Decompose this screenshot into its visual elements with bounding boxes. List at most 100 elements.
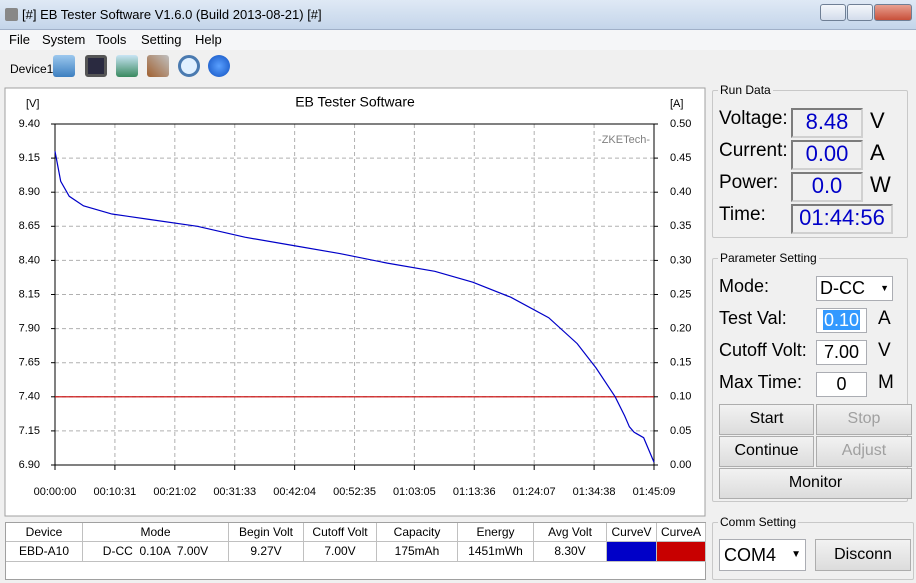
table-header: CurveA [657, 523, 706, 542]
table-cell: 175mAh [377, 542, 458, 562]
action-button[interactable]: Start [719, 404, 814, 435]
table-header: Avg Volt [534, 523, 607, 542]
y2-tick-label: 0.00 [670, 459, 691, 471]
field-unit: A [870, 140, 885, 165]
table-cell: 8.30V [534, 542, 607, 562]
field-label: Max Time: [719, 372, 803, 392]
info-icon[interactable] [208, 55, 230, 77]
table-cell: 9.27V [229, 542, 304, 562]
action-button[interactable]: Adjust [816, 436, 912, 467]
y-tick-label: 7.65 [19, 357, 40, 369]
run-data-group [712, 90, 908, 238]
x-tick-label: 00:00:00 [34, 486, 77, 498]
field-input[interactable]: 7.00 [816, 340, 867, 365]
field-value: 0.00 [791, 140, 863, 170]
y-tick-label: 8.65 [19, 220, 40, 232]
port-value: COM4 [724, 545, 777, 565]
disconnect-button[interactable]: Disconn [815, 539, 911, 571]
action-button[interactable]: Continue [719, 436, 814, 467]
curve-swatch [607, 542, 657, 562]
y2-tick-label: 0.40 [670, 186, 691, 198]
menu-item[interactable]: System [42, 32, 86, 47]
device-label: Device1 [10, 62, 54, 76]
table-cell: 1451mWh [458, 542, 534, 562]
field-value: 01:44:56 [791, 204, 893, 234]
field-input[interactable]: 0 [816, 372, 867, 397]
menu-item[interactable]: Tools [96, 32, 127, 47]
comm-group [712, 522, 914, 580]
toolbar: Device1 [0, 50, 916, 84]
action-button[interactable]: Monitor [719, 468, 912, 499]
app-icon [5, 8, 18, 21]
y-tick-label: 6.90 [19, 459, 40, 471]
chart: EB Tester Software [V] [A] -ZKETech- 6.9… [4, 87, 706, 517]
y2-tick-label: 0.20 [670, 323, 691, 335]
results-table: Device Mode Begin Volt Cutoff Volt Capacity E… [5, 522, 706, 580]
chart-title: EB Tester Software [295, 94, 415, 110]
chart-icon[interactable] [116, 55, 138, 77]
field-label: Test Val: [719, 308, 787, 328]
dropdown-arrow: ▼ [791, 549, 801, 560]
menu-item[interactable]: Setting [141, 32, 182, 47]
table-header: Capacity [377, 523, 458, 542]
x-tick-label: 01:13:36 [453, 486, 496, 498]
y-tick-label: 7.90 [19, 323, 40, 335]
field-label: Mode: [719, 276, 770, 296]
title-bar: [#] EB Tester Software V1.6.0 (Build 201… [0, 0, 916, 30]
y2-tick-label: 0.30 [670, 254, 691, 266]
x-tick-label: 01:45:09 [633, 486, 676, 498]
action-button[interactable]: Stop [816, 404, 912, 435]
y2-tick-label: 0.15 [670, 357, 691, 369]
table-header: Device [6, 523, 83, 542]
y2-tick-label: 0.35 [670, 220, 691, 232]
field-unit: W [870, 172, 891, 197]
field-unit: V [870, 108, 885, 133]
y-tick-label: 9.15 [19, 152, 40, 164]
plot-border [54, 123, 655, 466]
field-label: Power: [719, 172, 779, 193]
table-header: Energy [458, 523, 534, 542]
input-value: 7.00 [823, 342, 860, 362]
mode-value: D-CC [820, 278, 865, 298]
tools-icon[interactable] [147, 55, 169, 77]
field-label: Current: [719, 140, 788, 161]
close-button[interactable] [874, 4, 912, 21]
group-title: Run Data [718, 83, 773, 97]
menu-bar: File System Tools Setting Help [0, 30, 916, 50]
table-header: Mode [83, 523, 229, 542]
minimize-button[interactable] [820, 4, 846, 21]
x-tick-label: 01:24:07 [513, 486, 556, 498]
x-tick-label: 00:21:02 [153, 486, 196, 498]
input-value: 0.10 [822, 310, 861, 330]
dropdown-arrow: ▼ [880, 283, 889, 293]
field-label: Cutoff Volt: [719, 340, 807, 360]
field-unit: A [878, 308, 891, 329]
menu-item[interactable]: File [9, 32, 30, 47]
y-tick-label: 7.15 [19, 425, 40, 437]
x-tick-label: 00:52:35 [333, 486, 376, 498]
y2-tick-label: 0.50 [670, 118, 691, 130]
mode-select[interactable]: D-CC ▼ [816, 276, 893, 301]
field-input[interactable]: 0.10 [816, 308, 867, 333]
port-select[interactable]: COM4 ▼ [719, 539, 806, 571]
menu-item[interactable]: Help [195, 32, 222, 47]
y-tick-label: 8.40 [19, 254, 40, 266]
y-tick-label: 8.90 [19, 186, 40, 198]
table-header: Cutoff Volt [304, 523, 377, 542]
input-value: 0 [836, 374, 847, 394]
field-value: 8.48 [791, 108, 863, 138]
save-icon[interactable] [85, 55, 107, 77]
field-label: Voltage: [719, 108, 788, 129]
table-cell: EBD-A10 [6, 542, 83, 562]
field-label: Time: [719, 204, 766, 225]
maximize-button[interactable] [847, 4, 873, 21]
table-header: CurveV [607, 523, 657, 542]
table-cell: D-CC 0.10A 7.00V [83, 542, 229, 562]
y-tick-label: 8.15 [19, 288, 40, 300]
open-icon[interactable] [53, 55, 75, 77]
search-icon[interactable] [178, 55, 200, 77]
window-title: [#] EB Tester Software V1.6.0 (Build 201… [22, 7, 322, 22]
field-unit: M [878, 372, 894, 393]
field-unit: V [878, 340, 891, 361]
